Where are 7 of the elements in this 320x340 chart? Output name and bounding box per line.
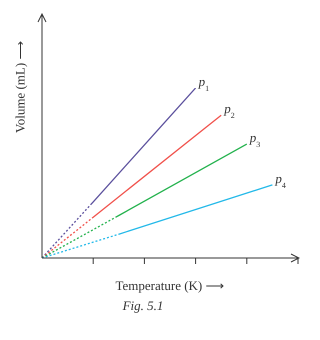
series-label: p$_{3}$ xyxy=(248,130,260,149)
series-label: p$_{2}$ xyxy=(223,101,235,120)
caption: Fig. 5.1 xyxy=(122,298,164,313)
y-axis-title: Volume (mL) ⟶ xyxy=(12,40,28,133)
x-axis-title: Temperature (K) ⟶ xyxy=(115,278,225,293)
series-label: p$_{1}$ xyxy=(198,74,210,92)
series-label: p$_{4}$ xyxy=(274,170,286,190)
